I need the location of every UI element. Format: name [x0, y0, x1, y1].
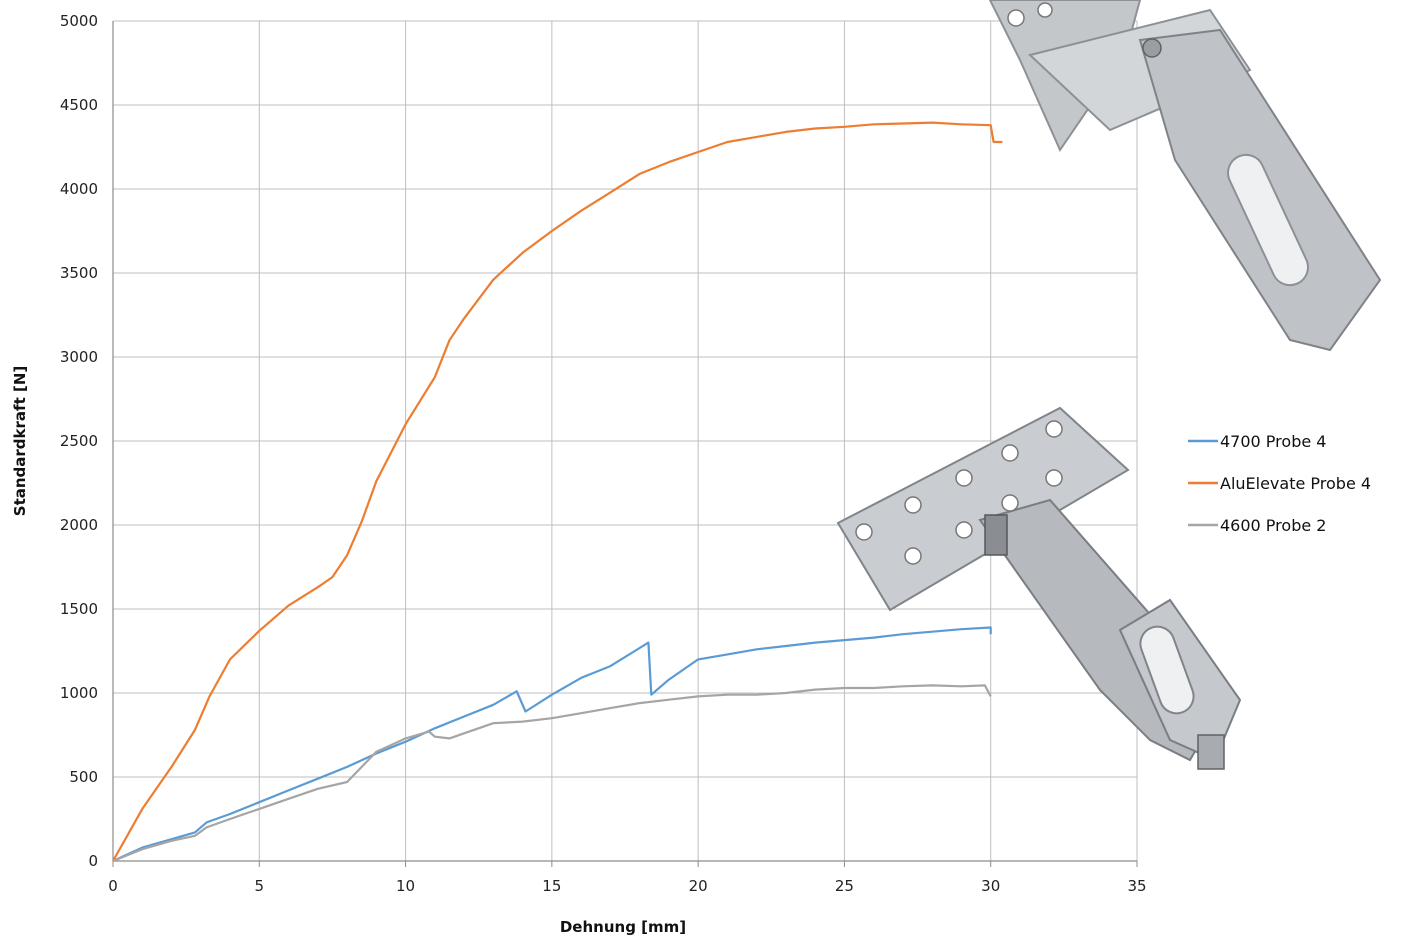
y-tick-label: 5000 [60, 12, 98, 30]
series-line-1 [112, 626, 992, 863]
series-line-3 [112, 684, 992, 863]
y-tick-label: 4000 [60, 180, 98, 198]
legend-label-1: 4700 Probe 4 [1220, 432, 1326, 451]
legend-label-3: 4600 Probe 2 [1220, 516, 1326, 535]
x-tick-label: 30 [981, 877, 1000, 895]
roof-hook-photo-bottom [836, 406, 1242, 770]
x-tick-label: 25 [835, 877, 854, 895]
x-axis-title: Dehnung [mm] [560, 918, 686, 936]
y-tick-label: 3000 [60, 348, 98, 366]
x-tick-labels: 0 5 10 15 20 25 30 35 [108, 877, 1146, 895]
legend: 4700 Probe 4 AluElevate Probe 4 4600 Probe… [1188, 432, 1371, 535]
y-axis-title: Standardkraft [N] [11, 366, 29, 516]
x-tick-label: 15 [542, 877, 561, 895]
y-tick-label: 1000 [60, 684, 98, 702]
y-tick-label: 500 [69, 768, 98, 786]
series-lines [112, 121, 1003, 863]
x-tick-label: 35 [1127, 877, 1146, 895]
y-tick-label: 2000 [60, 516, 98, 534]
y-tick-label: 1500 [60, 600, 98, 618]
roof-hook-photo-top [988, 0, 1382, 352]
x-tick-label: 0 [108, 877, 118, 895]
y-tick-label: 0 [88, 852, 98, 870]
y-tick-label: 2500 [60, 432, 98, 450]
x-tick-label: 20 [689, 877, 708, 895]
grid [112, 20, 1138, 862]
x-tick-label: 5 [255, 877, 265, 895]
axes [112, 21, 1138, 867]
x-tick-label: 10 [396, 877, 415, 895]
y-tick-labels: 0 500 1000 1500 2000 2500 3000 3500 4000 4500 5000 [60, 12, 98, 870]
y-tick-label: 4500 [60, 96, 98, 114]
y-tick-label: 3500 [60, 264, 98, 282]
legend-label-2: AluElevate Probe 4 [1220, 474, 1371, 493]
series-line-2 [112, 121, 1003, 862]
